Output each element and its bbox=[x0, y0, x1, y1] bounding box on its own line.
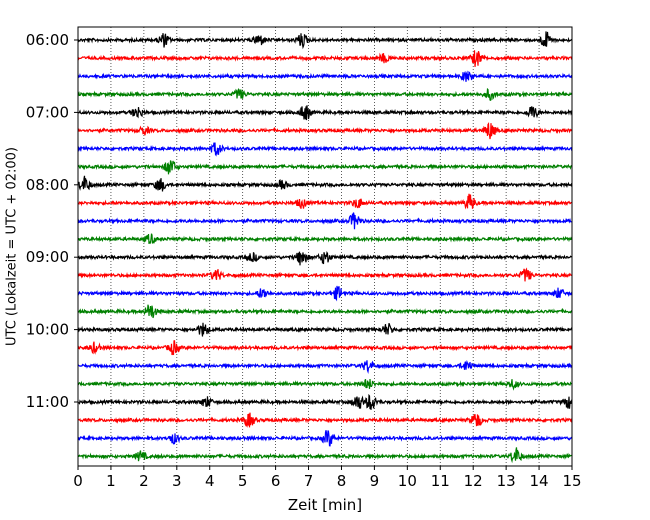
x-tick-label-8: 8 bbox=[337, 472, 347, 490]
x-tick-label-10: 10 bbox=[398, 472, 417, 490]
trace-1145 bbox=[77, 447, 573, 464]
x-axis-title: Zeit [min] bbox=[288, 496, 362, 514]
x-tick-label-15: 15 bbox=[562, 472, 581, 490]
x-tick-label-12: 12 bbox=[464, 472, 483, 490]
trace-1015 bbox=[77, 340, 573, 356]
trace-1115 bbox=[77, 412, 573, 428]
x-tick-label-2: 2 bbox=[139, 472, 149, 490]
y-axis-title: UTC (Lokalzeit = UTC + 02:00) bbox=[5, 147, 20, 346]
trace-1030 bbox=[77, 359, 573, 374]
x-tick-label-0: 0 bbox=[73, 472, 83, 490]
x-tick-label-9: 9 bbox=[370, 472, 380, 490]
vertical-gridlines bbox=[110, 27, 540, 466]
trace-0730 bbox=[77, 142, 573, 157]
trace-0800 bbox=[77, 175, 573, 192]
x-tick-label-7: 7 bbox=[304, 472, 314, 490]
trace-0630 bbox=[77, 70, 573, 82]
y-tick-label-2: 08:00 bbox=[26, 176, 69, 194]
trace-0830 bbox=[77, 212, 573, 230]
trace-1130 bbox=[77, 430, 573, 447]
x-tick-label-5: 5 bbox=[238, 472, 248, 490]
x-tick-label-11: 11 bbox=[431, 472, 450, 490]
trace-0700 bbox=[77, 105, 573, 121]
x-tick-label-1: 1 bbox=[106, 472, 116, 490]
trace-1045 bbox=[77, 378, 573, 391]
trace-0915 bbox=[77, 267, 573, 282]
trace-0845 bbox=[77, 233, 573, 245]
trace-0930 bbox=[77, 285, 573, 302]
trace-1000 bbox=[77, 322, 573, 337]
x-tick-label-4: 4 bbox=[205, 472, 215, 490]
y-axis-ticks: 06:00 07:00 08:00 09:00 10:00 11:00 bbox=[26, 31, 78, 411]
trace-0600 bbox=[77, 31, 573, 50]
seismic-traces bbox=[77, 31, 573, 464]
y-tick-label-3: 09:00 bbox=[26, 248, 69, 266]
y-tick-label-5: 11:00 bbox=[26, 393, 69, 411]
trace-1100 bbox=[77, 393, 573, 410]
x-tick-label-13: 13 bbox=[497, 472, 516, 490]
trace-0715 bbox=[77, 122, 573, 140]
trace-0900 bbox=[77, 251, 573, 266]
x-tick-label-14: 14 bbox=[530, 472, 549, 490]
y-tick-label-0: 06:00 bbox=[26, 31, 69, 49]
x-tick-label-3: 3 bbox=[172, 472, 182, 490]
x-axis-ticks: 0 1 2 3 4 5 6 7 8 9 10 11 12 13 14 15 bbox=[73, 466, 582, 490]
trace-0645 bbox=[77, 87, 573, 102]
trace-0945 bbox=[77, 304, 573, 319]
trace-0815 bbox=[77, 193, 573, 210]
plot-area-frame bbox=[77, 26, 573, 467]
trace-0745 bbox=[77, 160, 573, 175]
trace-0615 bbox=[77, 50, 573, 67]
y-tick-label-1: 07:00 bbox=[26, 103, 69, 121]
y-tick-label-4: 10:00 bbox=[26, 321, 69, 339]
x-tick-label-6: 6 bbox=[271, 472, 281, 490]
